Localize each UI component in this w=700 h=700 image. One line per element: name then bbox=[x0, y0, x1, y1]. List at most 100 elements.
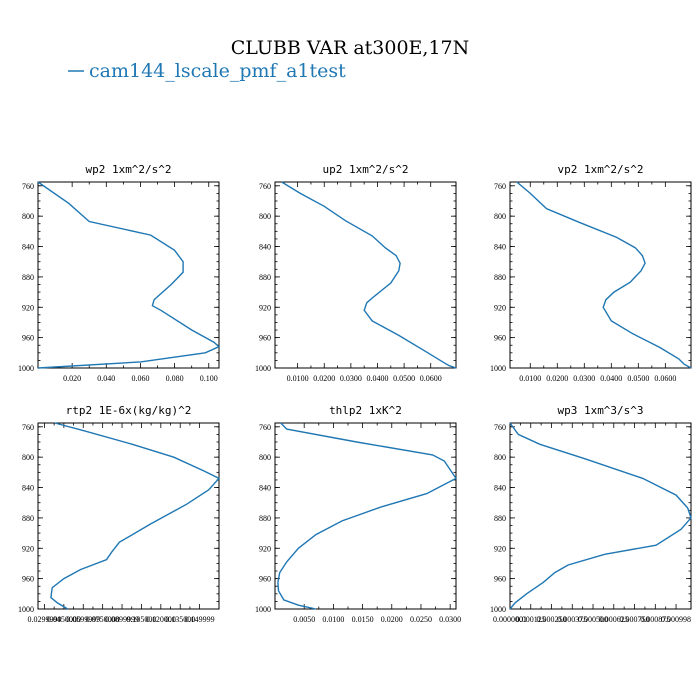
x-tick-label: 0.100 bbox=[200, 374, 218, 383]
x-tick-label: 0.0050 bbox=[293, 615, 315, 624]
panel-title: thlp2 1xK^2 bbox=[329, 404, 402, 417]
x-tick-label: 0.0300 bbox=[439, 615, 461, 624]
panel-3: vp2 1xm^2/s^2 760 800 840 880 920 960 1000 0.010… bbox=[490, 163, 692, 383]
plot-frame bbox=[274, 422, 457, 610]
profile-line bbox=[50, 422, 221, 610]
y-tick-label: 880 bbox=[259, 273, 271, 282]
profile-line bbox=[516, 181, 692, 369]
plot-frame bbox=[509, 181, 692, 369]
y-tick-label: 760 bbox=[22, 423, 34, 432]
y-tick-label: 800 bbox=[494, 212, 506, 221]
panel-title: wp2 1xm^2/s^2 bbox=[85, 163, 171, 176]
panel-2: up2 1xm^2/s^2 760 800 840 880 920 960 1000 0.010… bbox=[255, 163, 457, 383]
x-tick-label: 0.0150 bbox=[352, 615, 374, 624]
y-tick-label: 960 bbox=[494, 334, 506, 343]
y-tick-label: 760 bbox=[259, 182, 271, 191]
plot-frame bbox=[274, 181, 457, 369]
x-tick-label: 0.0300 bbox=[573, 374, 595, 383]
y-tick-label: 960 bbox=[259, 334, 271, 343]
x-tick-label: 0.0400 bbox=[600, 374, 622, 383]
y-tick-label: 800 bbox=[22, 212, 34, 221]
y-tick-label: 800 bbox=[494, 453, 506, 462]
panel-title: vp2 1xm^2/s^2 bbox=[557, 163, 643, 176]
x-tick-label: 0.120000 bbox=[146, 615, 176, 624]
panels: wp2 1xm^2/s^2 760 800 840 880 920 960 1000 0.020… bbox=[18, 163, 692, 624]
y-tick-label: 840 bbox=[494, 484, 506, 493]
profile-line bbox=[277, 422, 458, 610]
y-tick-label: 960 bbox=[259, 575, 271, 584]
y-tick-label: 840 bbox=[22, 243, 34, 252]
y-tick-label: 880 bbox=[22, 273, 34, 282]
y-tick-label: 960 bbox=[22, 334, 34, 343]
y-tick-label: 760 bbox=[259, 423, 271, 432]
x-tick-label: 0.0200 bbox=[381, 615, 403, 624]
y-tick-label: 1000 bbox=[255, 364, 271, 373]
profile-line bbox=[281, 181, 457, 369]
x-tick-label: 0.0000001 bbox=[493, 615, 527, 624]
y-tick-label: 1000 bbox=[18, 605, 34, 614]
plot-frame bbox=[37, 422, 220, 610]
x-tick-label: 0.0600 bbox=[420, 374, 442, 383]
plot-frame bbox=[37, 181, 220, 369]
y-tick-label: 960 bbox=[22, 575, 34, 584]
y-tick-label: 760 bbox=[22, 182, 34, 191]
y-tick-label: 840 bbox=[259, 484, 271, 493]
y-tick-label: 1000 bbox=[490, 605, 506, 614]
x-tick-label: 0.000125 bbox=[516, 615, 546, 624]
x-tick-label: 0.060 bbox=[131, 374, 149, 383]
x-tick-label: 0.135000 bbox=[165, 615, 195, 624]
x-tick-label: 0.0500 bbox=[393, 374, 415, 383]
y-tick-label: 880 bbox=[22, 514, 34, 523]
x-tick-label: 0.0400 bbox=[366, 374, 388, 383]
x-tick-label: 0.0500 bbox=[627, 374, 649, 383]
x-tick-label: 0.000375 bbox=[557, 615, 587, 624]
x-tick-label: 0.040 bbox=[97, 374, 115, 383]
x-tick-label: 0.0200 bbox=[546, 374, 568, 383]
x-tick-label: 0.000625 bbox=[599, 615, 629, 624]
y-tick-label: 920 bbox=[22, 303, 34, 312]
x-tick-label: 0.0750000 bbox=[86, 615, 120, 624]
x-tick-label: 0.0300 bbox=[340, 374, 362, 383]
profile-line bbox=[37, 181, 221, 369]
panel-title: rtp2 1E-6x(kg/kg)^2 bbox=[66, 404, 192, 417]
x-tick-label: 0.000500 bbox=[578, 615, 608, 624]
x-tick-label: 0.0600 bbox=[654, 374, 676, 383]
panel-6: wp3 1xm^3/s^376080084088092096010000.000… bbox=[490, 404, 692, 624]
y-tick-label: 1000 bbox=[255, 605, 271, 614]
x-tick-label: 0.149999 bbox=[185, 615, 215, 624]
y-tick-label: 760 bbox=[494, 423, 506, 432]
y-tick-label: 920 bbox=[494, 303, 506, 312]
x-tick-label: 0.000998 bbox=[661, 615, 691, 624]
y-tick-label: 800 bbox=[259, 453, 271, 462]
y-tick-label: 1000 bbox=[490, 364, 506, 373]
y-tick-label: 880 bbox=[494, 514, 506, 523]
x-tick-label: 0.0450000 bbox=[47, 615, 81, 624]
y-tick-label: 800 bbox=[22, 453, 34, 462]
panel-title: up2 1xm^2/s^2 bbox=[322, 163, 408, 176]
legend-label: cam144_lscale_pmf_a1test bbox=[89, 60, 346, 82]
panel-4: rtp2 1E-6x(kg/kg)^2 760 800 840 880 920 960 100… bbox=[18, 404, 221, 624]
x-tick-label: 0.000250 bbox=[537, 615, 567, 624]
panel-5: thlp2 1xK^2 760 800 840 880 920 960 1000 0.0050 0… bbox=[255, 404, 461, 624]
y-tick-label: 760 bbox=[494, 182, 506, 191]
y-tick-label: 840 bbox=[259, 243, 271, 252]
y-tick-label: 920 bbox=[22, 544, 34, 553]
y-tick-label: 920 bbox=[259, 303, 271, 312]
y-tick-label: 840 bbox=[22, 484, 34, 493]
x-tick-label: 0.0100 bbox=[322, 615, 344, 624]
y-tick-label: 880 bbox=[494, 273, 506, 282]
x-tick-label: 0.0599999 bbox=[66, 615, 100, 624]
x-tick-label: 0.0250 bbox=[410, 615, 432, 624]
x-tick-label: 0.0200 bbox=[313, 374, 335, 383]
y-tick-label: 800 bbox=[259, 212, 271, 221]
y-tick-label: 920 bbox=[259, 544, 271, 553]
y-tick-label: 1000 bbox=[18, 364, 34, 373]
y-tick-label: 920 bbox=[494, 544, 506, 553]
x-tick-label: 0.020 bbox=[63, 374, 81, 383]
y-tick-label: 880 bbox=[259, 514, 271, 523]
x-tick-label: 0.000750 bbox=[620, 615, 650, 624]
figure-title: CLUBB VAR at300E,17N bbox=[231, 37, 470, 59]
y-tick-label: 960 bbox=[494, 575, 506, 584]
x-tick-label: 0.0299999 bbox=[27, 615, 61, 624]
x-tick-label: 0.105000 bbox=[126, 615, 156, 624]
